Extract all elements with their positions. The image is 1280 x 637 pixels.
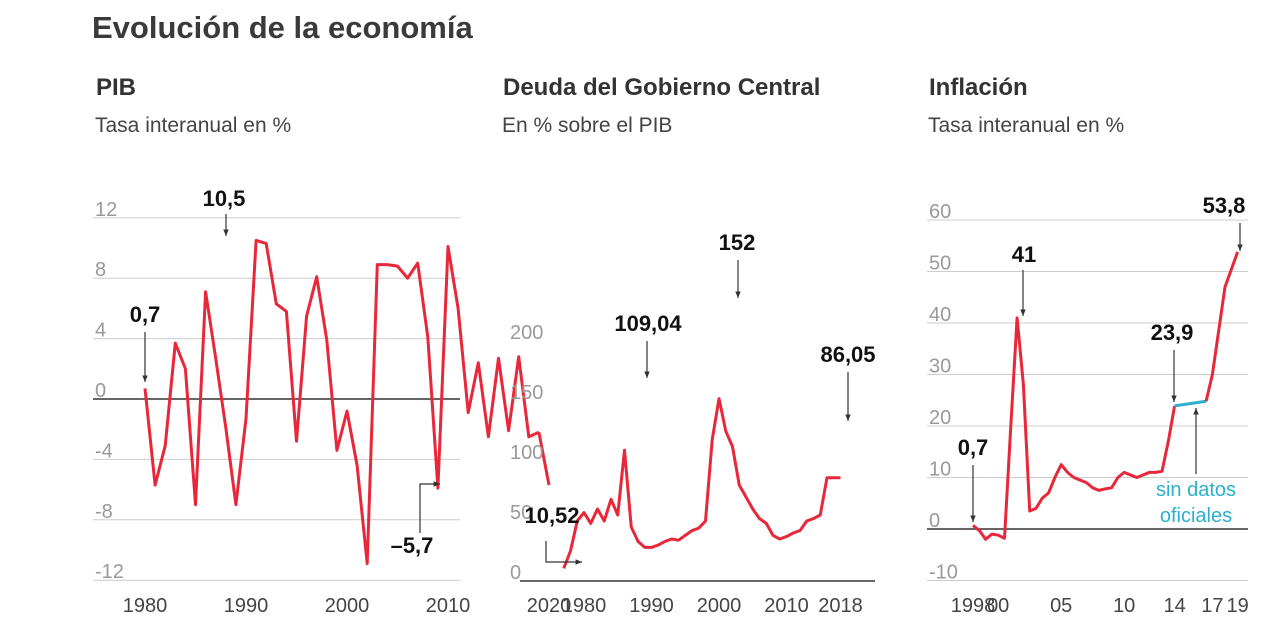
pib-xtick-label: 2020 bbox=[527, 595, 572, 617]
deuda-ytick-label: 150 bbox=[510, 382, 543, 404]
inflacion-annotation-peak: 41 bbox=[1012, 242, 1036, 267]
deuda-series-line bbox=[562, 397, 841, 569]
deuda-annotation-1989: 109,04 bbox=[614, 311, 682, 336]
inflacion-series-line bbox=[1174, 399, 1207, 408]
inflacion-title: Inflación bbox=[929, 74, 1028, 101]
inflacion-ytick-label: 60 bbox=[929, 201, 951, 223]
inflacion-xtick-label: 00 bbox=[987, 595, 1009, 617]
pib-annotation-peak: 10,5 bbox=[203, 186, 246, 211]
inflacion-arrow-peak-head bbox=[1020, 309, 1026, 316]
pib-xtick-label: 2000 bbox=[325, 595, 370, 617]
inflacion-xtick-label: 1998 bbox=[951, 595, 996, 617]
deuda-annotation-start: 10,52 bbox=[524, 503, 579, 528]
deuda-title: Deuda del Gobierno Central bbox=[503, 74, 821, 101]
inflacion-xtick-label: 17 bbox=[1201, 595, 1223, 617]
pib-ytick-label: 12 bbox=[95, 199, 117, 221]
deuda-xtick-label: 2000 bbox=[697, 595, 742, 617]
pib-series-line-end bbox=[537, 431, 551, 486]
pib-subtitle: Tasa interanual en % bbox=[95, 114, 292, 137]
inflacion-subtitle: Tasa interanual en % bbox=[928, 114, 1125, 137]
deuda-xtick-label: 2010 bbox=[764, 595, 809, 617]
inflacion-xtick-label: 14 bbox=[1163, 595, 1185, 617]
inflacion-ytick-label: 10 bbox=[929, 459, 951, 481]
inflacion-note-line2: oficiales bbox=[1160, 505, 1232, 527]
pib-annotation-end: –5,7 bbox=[391, 533, 434, 558]
pib-ytick-label: 8 bbox=[95, 259, 106, 281]
deuda-arrow-end-head bbox=[845, 414, 851, 421]
pib-ytick-label: 0 bbox=[95, 380, 106, 402]
inflacion-ytick-label: 0 bbox=[929, 510, 940, 532]
deuda-xtick-label: 2018 bbox=[818, 595, 863, 617]
inflacion-series-line bbox=[972, 316, 1177, 541]
pib-title: PIB bbox=[96, 74, 137, 101]
inflacion-arrow-2014-head bbox=[1171, 395, 1177, 402]
inflacion-annotation-end: 53,8 bbox=[1203, 193, 1246, 218]
inflacion-annotation-start: 0,7 bbox=[958, 435, 989, 460]
deuda-arrow-1989-head bbox=[644, 371, 650, 378]
pib-arrow-end-line bbox=[419, 483, 440, 533]
main-title: Evolución de la economía bbox=[92, 10, 473, 45]
deuda-ytick-label: 100 bbox=[510, 442, 543, 464]
inflacion-arrow-end-head bbox=[1237, 244, 1243, 251]
pib-xtick-label: 2010 bbox=[426, 595, 471, 617]
inflacion-arrow-start-head bbox=[970, 515, 976, 522]
pib-ytick-label: 4 bbox=[95, 320, 106, 342]
deuda-annotation-end: 86,05 bbox=[820, 342, 875, 367]
inflacion-ytick-label: 50 bbox=[929, 253, 951, 275]
pib-ytick-label: -4 bbox=[95, 440, 113, 462]
pib-series-line bbox=[143, 238, 540, 566]
deuda-arrow-peak-head bbox=[735, 291, 741, 298]
pib-arrow-peak-head bbox=[223, 229, 229, 236]
inflacion-note-line1: sin datos bbox=[1156, 479, 1236, 501]
deuda-xtick-label: 1980 bbox=[562, 595, 607, 617]
pib-annotation-start: 0,7 bbox=[130, 302, 161, 327]
inflacion-xtick-label: 19 bbox=[1226, 595, 1248, 617]
deuda-ytick-label: 50 bbox=[510, 502, 532, 524]
inflacion-ytick-label: -10 bbox=[929, 562, 958, 584]
inflacion-series-line bbox=[1204, 251, 1240, 402]
deuda-ytick-label: 200 bbox=[510, 322, 543, 344]
deuda-subtitle: En % sobre el PIB bbox=[502, 114, 673, 137]
inflacion-ytick-label: 20 bbox=[929, 407, 951, 429]
pib-arrow-start-head bbox=[142, 375, 148, 382]
pib-xtick-label: 1980 bbox=[123, 595, 168, 617]
inflacion-ytick-label: 40 bbox=[929, 304, 951, 326]
pib-ytick-label: -12 bbox=[95, 561, 124, 583]
inflacion-arrow-gap-head bbox=[1193, 408, 1199, 415]
inflacion-xtick-label: 10 bbox=[1113, 595, 1135, 617]
deuda-arrow-start-head bbox=[575, 559, 582, 565]
pib-ytick-label: -8 bbox=[95, 501, 113, 523]
inflacion-xtick-label: 05 bbox=[1050, 595, 1072, 617]
pib-arrow-end-head bbox=[433, 481, 440, 487]
inflacion-ytick-label: 30 bbox=[929, 356, 951, 378]
deuda-ytick-label: 0 bbox=[510, 562, 521, 584]
deuda-xtick-label: 1990 bbox=[629, 595, 674, 617]
deuda-arrow-start-line bbox=[545, 541, 582, 563]
inflacion-annotation-2014: 23,9 bbox=[1151, 320, 1194, 345]
deuda-annotation-peak: 152 bbox=[719, 230, 756, 255]
pib-xtick-label: 1990 bbox=[224, 595, 269, 617]
